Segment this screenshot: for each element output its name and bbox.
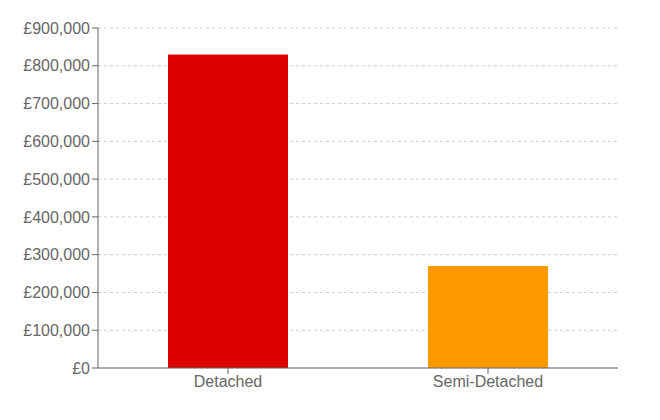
svg-text:£600,000: £600,000 xyxy=(23,133,90,150)
svg-text:Detached: Detached xyxy=(194,373,263,390)
svg-text:£500,000: £500,000 xyxy=(23,171,90,188)
svg-text:£700,000: £700,000 xyxy=(23,95,90,112)
svg-text:£200,000: £200,000 xyxy=(23,284,90,301)
svg-text:£100,000: £100,000 xyxy=(23,322,90,339)
svg-text:£800,000: £800,000 xyxy=(23,57,90,74)
svg-text:£300,000: £300,000 xyxy=(23,246,90,263)
svg-text:£400,000: £400,000 xyxy=(23,209,90,226)
svg-text:£0: £0 xyxy=(72,360,90,377)
svg-text:£900,000: £900,000 xyxy=(23,20,90,37)
svg-text:Semi-Detached: Semi-Detached xyxy=(433,373,543,390)
